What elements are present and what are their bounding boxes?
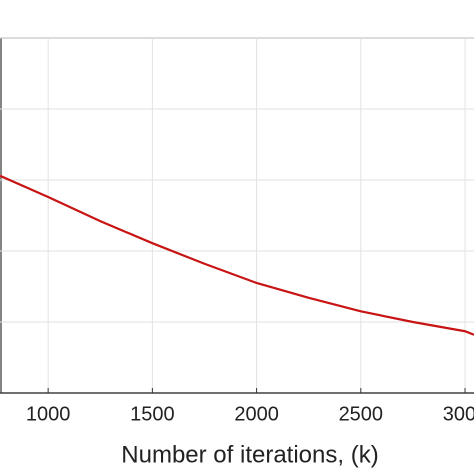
x-tick-label: 1500 <box>130 403 175 425</box>
plot-frame <box>0 37 474 394</box>
x-tick-label: 2500 <box>339 403 384 425</box>
data-line <box>0 174 474 336</box>
x-tick-label: 2000 <box>234 403 279 425</box>
x-axis-label: Number of iterations, (k) <box>121 441 378 468</box>
x-tick-label: 3000 <box>443 403 474 425</box>
x-tick-label: 1000 <box>26 403 71 425</box>
